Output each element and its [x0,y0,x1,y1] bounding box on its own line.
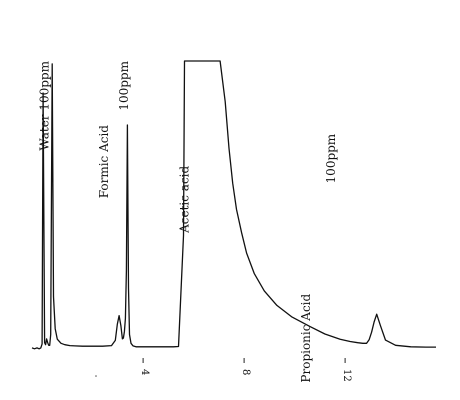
x-tick-label-2: 12 [341,369,352,382]
peak-label-3: Acetic acid [178,165,192,233]
peak-label-0: Water 100ppm [37,60,51,150]
peak-label-4: Propionic Acid [299,293,313,382]
scan-speck [95,375,97,377]
trace-layer [31,60,436,350]
axis-layer: 4 8 12 [95,358,352,382]
peak-label-1: Formic Acid [97,125,111,199]
x-tick-label-1: 8 [240,369,251,375]
label-layer: Water 100ppm Formic Acid 100ppm Acetic acid… [37,60,338,382]
peak-label-2: 100ppm [117,60,131,110]
x-tick-label-0: 4 [139,369,150,375]
peak-label-5: 100ppm [324,133,338,183]
chromatogram-trace-0 [31,60,436,350]
